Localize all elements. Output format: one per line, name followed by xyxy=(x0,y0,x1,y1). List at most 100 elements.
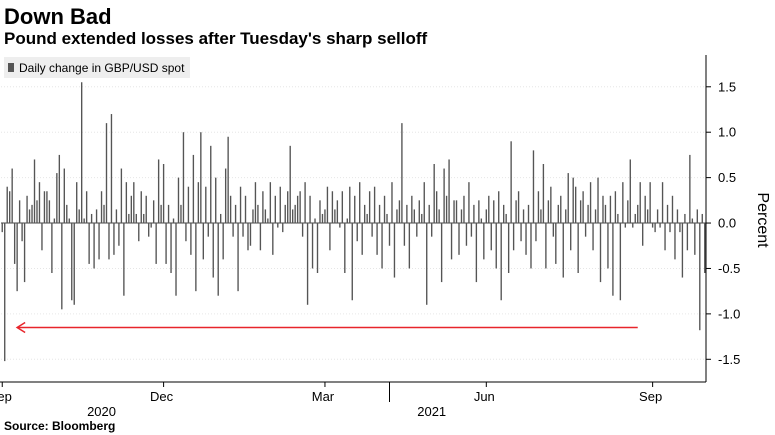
bar xyxy=(574,186,577,224)
bar xyxy=(579,200,582,224)
bar xyxy=(500,223,502,301)
bar xyxy=(319,200,321,224)
bar xyxy=(6,186,8,224)
chart-subtitle: Pound extended losses after Tuesday's sh… xyxy=(4,29,428,48)
bar xyxy=(247,223,249,251)
bar xyxy=(120,168,123,224)
bar xyxy=(336,200,339,224)
bar xyxy=(602,195,604,224)
bar xyxy=(53,218,56,224)
bar xyxy=(435,191,438,224)
bar xyxy=(383,195,386,224)
bar xyxy=(252,209,254,224)
bar xyxy=(56,173,58,224)
bar xyxy=(555,223,557,264)
bar xyxy=(135,213,137,224)
bar xyxy=(128,213,130,224)
chart-legend: Daily change in GBP/USD spot xyxy=(4,57,191,78)
bar xyxy=(46,191,48,224)
bar xyxy=(341,191,344,224)
bar xyxy=(431,223,433,237)
bar xyxy=(421,213,423,224)
bar xyxy=(187,186,190,224)
bar xyxy=(311,223,314,269)
bar xyxy=(550,186,552,224)
bar xyxy=(356,223,358,242)
bar xyxy=(36,200,38,224)
x-tick-label: Mar xyxy=(312,389,335,404)
bar xyxy=(155,223,157,264)
bar xyxy=(368,191,371,224)
bar xyxy=(396,209,398,224)
bar xyxy=(604,204,607,224)
bar xyxy=(426,223,428,305)
bar xyxy=(527,204,530,224)
chart-title: Down Bad xyxy=(4,4,112,29)
bar xyxy=(403,223,406,246)
bar xyxy=(339,223,341,228)
bar xyxy=(68,218,70,224)
bar xyxy=(224,168,227,224)
bar xyxy=(13,223,16,264)
bar xyxy=(11,168,13,224)
bar xyxy=(162,164,165,224)
bar xyxy=(584,223,587,237)
bar xyxy=(63,168,65,224)
bar xyxy=(629,159,631,224)
bar xyxy=(428,204,430,224)
bar xyxy=(58,154,61,224)
bar xyxy=(455,200,458,224)
bar xyxy=(612,223,614,296)
bar xyxy=(696,209,698,224)
bar xyxy=(408,223,411,269)
bar xyxy=(103,204,105,224)
bar xyxy=(301,223,304,237)
bar xyxy=(304,182,306,224)
bar xyxy=(512,223,515,251)
bar xyxy=(207,223,209,237)
y-tick-label: -1.0 xyxy=(718,306,740,321)
bar xyxy=(651,223,654,228)
bar xyxy=(157,159,160,224)
bar xyxy=(175,223,177,296)
bar xyxy=(485,209,487,224)
annotation-layer xyxy=(15,321,638,334)
y-axis: 1.5 1.0 0.5 0.0 -0.5 -1.0 -1.5 Percent xyxy=(705,55,771,382)
bar xyxy=(440,223,443,283)
bar xyxy=(664,223,666,251)
source-note: Source: Bloomberg xyxy=(4,419,116,433)
bar xyxy=(277,223,279,228)
bar xyxy=(470,223,473,237)
bar xyxy=(41,223,43,251)
bar xyxy=(282,223,284,233)
bar xyxy=(505,213,507,224)
bar xyxy=(565,209,567,224)
bar xyxy=(674,223,676,260)
bar xyxy=(215,177,217,224)
bar xyxy=(76,182,78,224)
bar xyxy=(259,223,262,251)
bar xyxy=(296,195,299,224)
bar xyxy=(123,223,125,296)
bar xyxy=(316,223,319,273)
bar xyxy=(33,159,36,224)
bar xyxy=(299,191,301,224)
bar xyxy=(232,223,234,237)
bar xyxy=(152,200,155,224)
bar xyxy=(244,195,247,224)
bar xyxy=(180,204,182,224)
bar xyxy=(401,123,403,224)
bar xyxy=(644,195,646,224)
bar xyxy=(416,223,418,237)
bar xyxy=(503,204,505,224)
bar xyxy=(237,223,239,292)
bar xyxy=(314,218,316,224)
bar xyxy=(105,123,108,224)
bar xyxy=(145,195,147,224)
bar xyxy=(61,223,63,310)
bar xyxy=(520,223,522,242)
bar xyxy=(326,186,329,224)
bar xyxy=(654,223,656,233)
bar xyxy=(475,223,478,283)
